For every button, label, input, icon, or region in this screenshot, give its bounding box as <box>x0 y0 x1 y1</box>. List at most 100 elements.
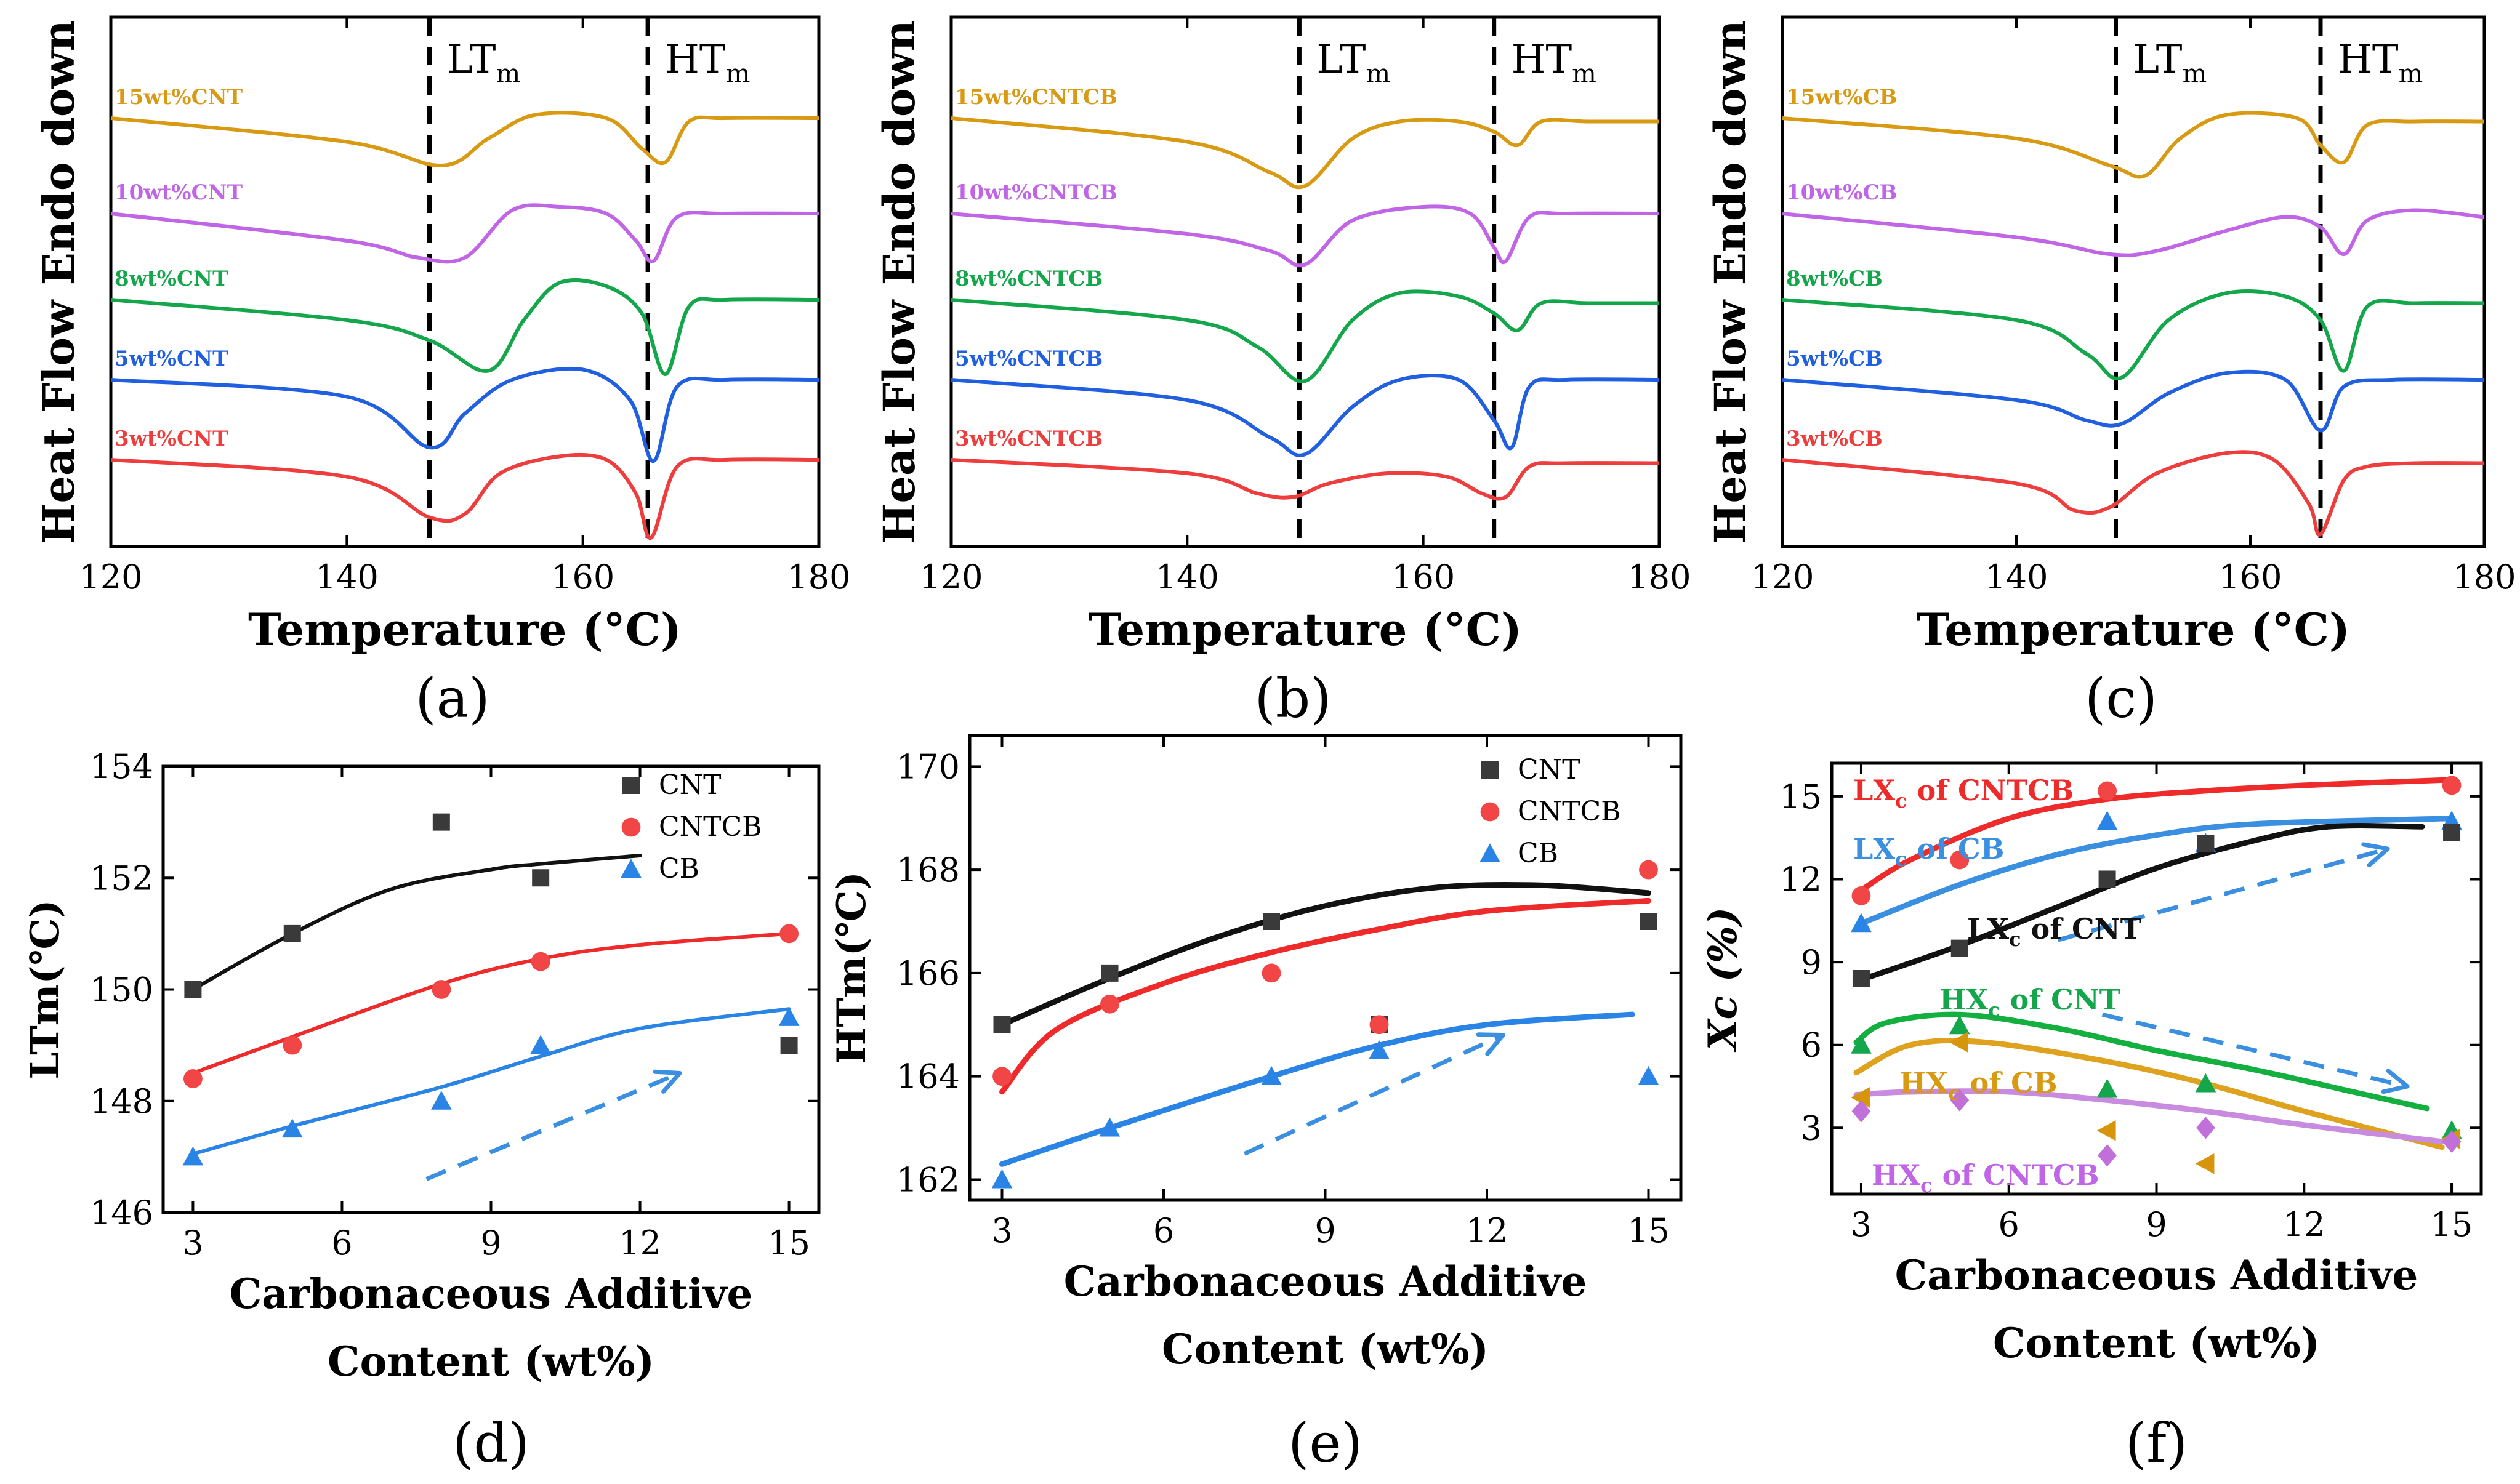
y-tick-label: 154 <box>90 747 153 786</box>
data-point <box>1099 1117 1121 1137</box>
series-label: 3wt%CNT <box>115 427 228 451</box>
x-axis-title-line2: Content (wt%) <box>1993 1319 2320 1367</box>
data-point <box>2195 1073 2216 1093</box>
data-point <box>532 869 550 887</box>
data-point <box>1949 1015 1970 1035</box>
x-tick-label: 9 <box>2146 1205 2167 1244</box>
data-point <box>2442 1130 2462 1153</box>
legend-label: CNT <box>1518 754 1580 785</box>
data-point <box>779 924 799 944</box>
y-tick-label: 148 <box>90 1082 153 1121</box>
data-point <box>531 952 550 971</box>
annotation-main: HX <box>1939 983 1988 1016</box>
series-annotation: LXc of CNTCB <box>1853 774 2074 812</box>
trend-arrow-head <box>1476 1032 1505 1056</box>
data-point <box>2098 870 2116 888</box>
series-label: 15wt%CNT <box>115 85 243 110</box>
x-tick-label: 3 <box>1851 1205 1872 1244</box>
y-tick-label: 162 <box>896 1160 960 1199</box>
panel-label: (d) <box>453 1411 529 1475</box>
dsc-curve <box>1782 450 2485 537</box>
data-point <box>1263 913 1280 930</box>
x-tick-label: 12 <box>2283 1205 2325 1244</box>
fit-curve <box>1853 1037 2445 1150</box>
series-annotation: LXc of CNT <box>1967 912 2141 951</box>
y-axis-title: Heat Flow Endo down <box>874 20 925 543</box>
data-point <box>991 1169 1013 1189</box>
data-point <box>1851 1100 1871 1123</box>
data-point <box>1638 1065 1659 1085</box>
annotation-main: LX <box>1853 774 1895 807</box>
x-tick-label: 120 <box>919 558 983 596</box>
trend-arrow-head <box>2361 842 2390 867</box>
y-axis-title: LTm(℃) <box>22 899 68 1079</box>
data-point <box>184 981 202 998</box>
y-tick-label: 152 <box>90 859 153 897</box>
dsc-curve <box>951 289 1659 383</box>
transition-label: LTm <box>1316 37 1390 89</box>
dsc-curve <box>951 374 1660 457</box>
data-point <box>1369 1015 1389 1035</box>
x-axis-title: Carbonaceous Additive <box>1895 1251 2418 1299</box>
x-tick-label: 160 <box>1391 558 1455 596</box>
legend-label: CNT <box>659 769 722 801</box>
panel-label: (c) <box>2085 667 2157 730</box>
x-tick-label: 140 <box>1984 558 2048 596</box>
series-label: 5wt%CNTCB <box>955 347 1103 371</box>
transition-label-sub: m <box>496 58 520 89</box>
y-tick-label: 9 <box>1801 943 1822 982</box>
x-tick-label: 12 <box>619 1224 661 1262</box>
annotation-sub: c <box>1988 998 2000 1022</box>
data-point <box>1262 963 1281 983</box>
series-label: 8wt%CB <box>1786 267 1883 291</box>
data-point <box>2096 1078 2118 1098</box>
fit-curve <box>1858 777 2455 893</box>
data-point <box>2197 835 2215 852</box>
y-tick-label: 150 <box>90 971 153 1009</box>
transition-label-main: LT <box>447 37 496 82</box>
legend-marker <box>1480 802 1500 822</box>
legend-marker <box>1481 761 1499 779</box>
trend-arrow <box>2101 1012 2408 1089</box>
x-tick-label: 160 <box>2218 558 2282 596</box>
series-label: 10wt%CNT <box>115 180 243 205</box>
transition-label: HTm <box>1512 37 1596 89</box>
x-tick-label: 140 <box>315 558 379 596</box>
y-tick-label: 12 <box>1779 860 1822 899</box>
dsc-curve <box>110 278 819 376</box>
trend-arrow <box>425 1071 681 1181</box>
data-point <box>1851 913 1872 933</box>
dsc-curve <box>951 204 1660 268</box>
legend-label: CNTCB <box>1518 796 1621 827</box>
chart-d: 3 6 9 12 15 146 148 150 152 154 CNT CNTCB CB Carbonac… <box>22 747 821 1475</box>
data-point <box>432 813 450 831</box>
series-label: 3wt%CNTCB <box>955 427 1103 451</box>
y-axis-title: HTm(℃) <box>829 872 875 1064</box>
fit-curve <box>999 897 1651 1095</box>
legend-marker <box>1479 843 1500 862</box>
data-point <box>2098 781 2117 801</box>
annotation-main: LX <box>1967 912 2009 945</box>
legend-marker <box>622 777 640 794</box>
data-point <box>1851 886 1871 905</box>
series-label: 5wt%CB <box>1786 347 1883 371</box>
x-tick-label: 15 <box>2431 1205 2473 1244</box>
transition-label-main: HT <box>1512 37 1572 82</box>
x-axis-title: Carbonaceous Additive <box>1064 1257 1587 1306</box>
x-tick-label: 180 <box>1627 558 1691 596</box>
data-point <box>183 1069 203 1088</box>
annotation-rest: of CB <box>1907 832 2005 865</box>
transition-label-main: LT <box>2133 37 2183 82</box>
transition-label-main: HT <box>2338 37 2399 82</box>
series-label: 3wt%CB <box>1786 427 1883 451</box>
legend-label: CB <box>1518 838 1558 869</box>
annotation-rest: of CNTCB <box>1907 774 2074 807</box>
data-point <box>2098 1144 2117 1167</box>
transition-label-sub: m <box>2182 58 2207 89</box>
data-point <box>993 1016 1011 1033</box>
annotation-sub: c <box>1920 1174 1932 1197</box>
x-tick-label: 180 <box>787 558 850 596</box>
dsc-curve <box>1782 208 2485 257</box>
